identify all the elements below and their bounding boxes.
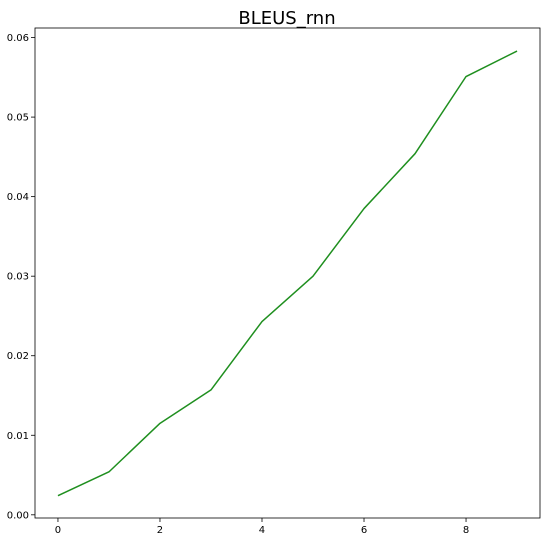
plot-frame bbox=[34, 27, 541, 519]
y-tick-label: 0.00 bbox=[7, 510, 29, 521]
y-tick-label: 0.04 bbox=[7, 192, 29, 203]
x-tick-label: 6 bbox=[361, 525, 367, 536]
y-tick-label: 0.03 bbox=[7, 272, 29, 283]
axes: 0 2 4 6 8 0.00 0.01 0.02 0.03 0.04 0.05 0.06 bbox=[7, 27, 541, 536]
y-tick-label: 0.05 bbox=[7, 113, 29, 124]
y-tick-label: 0.06 bbox=[7, 33, 29, 44]
series-line bbox=[57, 50, 518, 497]
x-tick-label: 8 bbox=[463, 525, 469, 536]
y-tick-label: 0.01 bbox=[7, 431, 29, 442]
x-tick-label: 0 bbox=[55, 525, 61, 536]
x-tick-label: 2 bbox=[157, 525, 163, 536]
x-tick-label: 4 bbox=[259, 525, 265, 536]
chart-title: BLEUS_rnn bbox=[238, 8, 335, 29]
y-tick-label: 0.02 bbox=[7, 351, 29, 362]
